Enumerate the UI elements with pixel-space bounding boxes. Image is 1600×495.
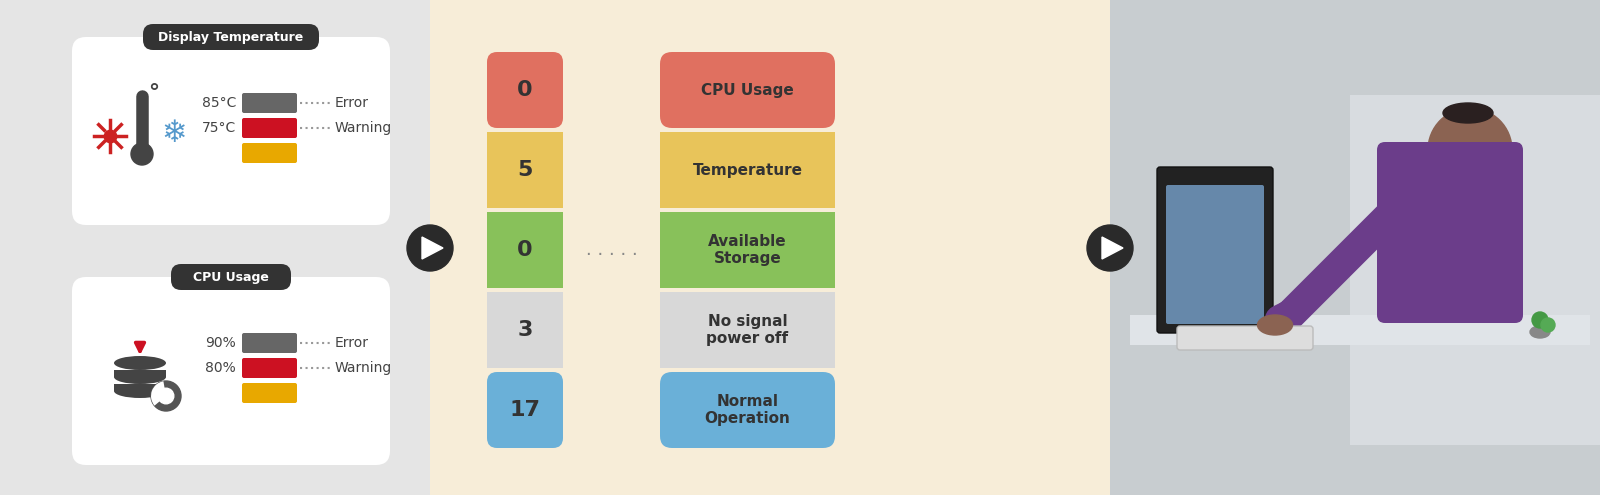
Circle shape [1086,225,1133,271]
Text: No signal
power off: No signal power off [707,314,789,346]
Circle shape [406,225,453,271]
Polygon shape [422,237,443,259]
Text: Normal
Operation: Normal Operation [704,394,790,426]
Bar [0,0,430,495]
Bar [114,384,166,391]
Bar [430,0,1110,495]
Text: 0: 0 [517,240,533,260]
Text: 85°C: 85°C [202,96,237,110]
FancyBboxPatch shape [661,372,835,448]
FancyBboxPatch shape [72,37,390,225]
Ellipse shape [114,384,166,398]
Text: Error: Error [334,96,370,110]
FancyBboxPatch shape [1157,167,1274,333]
Polygon shape [1102,237,1123,259]
Text: 0: 0 [517,80,533,100]
FancyBboxPatch shape [242,358,298,378]
FancyBboxPatch shape [72,277,390,465]
Text: Display Temperature: Display Temperature [158,31,304,44]
Text: 90%: 90% [205,336,237,350]
Text: 3: 3 [517,320,533,340]
Text: CPU Usage: CPU Usage [701,83,794,98]
Bar [1110,0,1600,495]
Ellipse shape [114,370,166,384]
FancyBboxPatch shape [242,118,298,138]
Wedge shape [150,381,166,405]
Text: Available
Storage: Available Storage [709,234,787,266]
Bar [1350,95,1600,445]
Text: 75°C: 75°C [202,121,237,135]
Ellipse shape [1258,315,1293,335]
FancyBboxPatch shape [661,52,835,128]
Ellipse shape [114,356,166,370]
Polygon shape [1390,155,1510,315]
Bar [661,292,835,368]
Bar [114,370,166,377]
Bar [486,292,563,368]
Bar [661,212,835,288]
Circle shape [1429,108,1512,192]
Text: 5: 5 [517,160,533,180]
Text: ❄: ❄ [162,118,187,148]
Text: Temperature: Temperature [693,162,803,178]
FancyBboxPatch shape [242,93,298,113]
Bar [486,132,563,208]
Bar [486,212,563,288]
FancyBboxPatch shape [242,143,298,163]
FancyBboxPatch shape [1178,326,1314,350]
Text: . . . . .: . . . . . [586,241,637,259]
Bar [1110,0,1600,495]
Text: °: ° [149,83,160,103]
FancyBboxPatch shape [242,383,298,403]
Text: CPU Usage: CPU Usage [194,270,269,284]
Circle shape [1541,318,1555,332]
FancyBboxPatch shape [486,372,563,448]
Ellipse shape [1530,326,1550,338]
FancyBboxPatch shape [171,264,291,290]
Circle shape [131,143,154,165]
FancyBboxPatch shape [1166,185,1264,324]
Text: 17: 17 [509,400,541,420]
Circle shape [150,381,181,411]
Ellipse shape [1443,103,1493,123]
Circle shape [158,388,174,404]
Circle shape [1533,312,1549,328]
FancyBboxPatch shape [142,24,318,50]
FancyBboxPatch shape [242,333,298,353]
Text: Warning: Warning [334,361,392,375]
Text: Error: Error [334,336,370,350]
Text: Warning: Warning [334,121,392,135]
FancyBboxPatch shape [486,52,563,128]
Text: 80%: 80% [205,361,237,375]
Bar [661,132,835,208]
FancyBboxPatch shape [1378,142,1523,323]
Bar [1130,315,1590,345]
